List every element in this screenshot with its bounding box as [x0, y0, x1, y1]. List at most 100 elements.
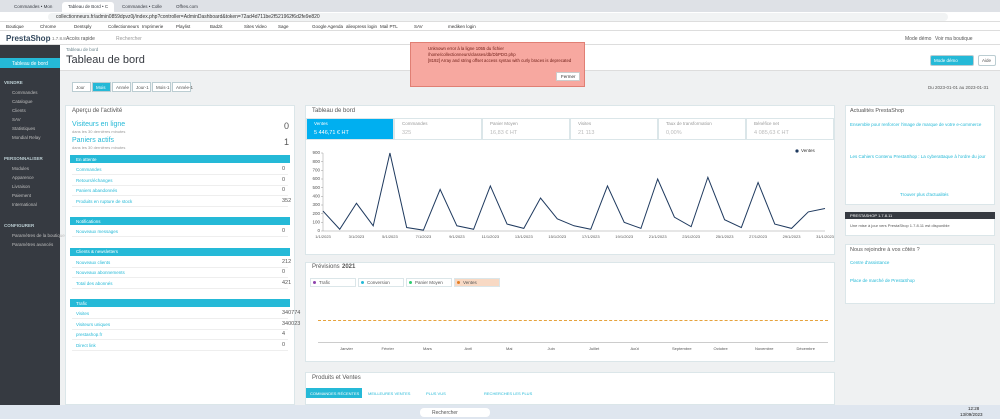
period-button[interactable] [152, 82, 171, 92]
legend-button[interactable] [310, 278, 356, 287]
products-tab[interactable] [364, 388, 420, 398]
bookmark[interactable]: Mail PTL [380, 24, 398, 29]
bookmark[interactable]: SAV [414, 24, 423, 29]
nav-item[interactable]: Statistiques [12, 126, 36, 131]
month-label: Novembre [755, 346, 774, 351]
quick-access[interactable]: Accès rapide [66, 36, 95, 42]
row-line [72, 174, 288, 175]
kpi-tab[interactable] [306, 118, 394, 140]
shop-link[interactable]: Voir ma boutique [935, 36, 973, 42]
bookmark[interactable]: mediken login [448, 24, 476, 29]
x-tick-label: 31/1/2023 [816, 234, 835, 239]
nav-item[interactable]: Tableau de bord [12, 61, 48, 67]
help-item[interactable]: Place de marché de PrestaShop [850, 278, 915, 283]
bookmark[interactable]: aliexpress login [346, 24, 378, 29]
nav-item[interactable]: SAV [12, 117, 21, 122]
legend-button[interactable] [406, 278, 452, 287]
news-more[interactable]: Trouver plus d'actualités [900, 192, 949, 197]
kpi-tab-label: Visites [578, 121, 592, 126]
kpi-tab-label: Ventes [314, 121, 328, 126]
kpi-tab[interactable] [482, 118, 570, 140]
x-tick-label: 13/1/2023 [515, 234, 534, 239]
row-value: 0 [282, 176, 286, 183]
row-line [72, 184, 288, 186]
error-line: /home/collectionneurs/classes/db/DbPDO.p… [428, 52, 516, 57]
browser-tab[interactable] [116, 2, 168, 12]
forecast-line [318, 320, 828, 321]
x-tick-label: 23/1/2023 [682, 234, 701, 239]
date-range[interactable]: Du 2023-01-01 au 2023-01-31 [928, 85, 989, 90]
nav-item[interactable]: Apparence [12, 175, 34, 180]
row-line [72, 266, 288, 268]
nav-item[interactable]: Modules [12, 166, 30, 171]
nav-item[interactable]: Paramètres de la boutique [12, 233, 65, 238]
browser-tab[interactable] [62, 2, 114, 12]
kpi-tab[interactable] [570, 118, 658, 140]
bookmark[interactable]: Sage [278, 24, 289, 29]
news-item[interactable]: Les Cahiers Contenu PrestaShop : La cybe… [850, 154, 986, 159]
bookmark[interactable]: Boutique [6, 24, 24, 29]
products-tab[interactable] [480, 388, 536, 398]
legend-marker [795, 149, 799, 153]
demo-toggle[interactable]: Mode démo [905, 36, 932, 42]
browser-tab[interactable] [8, 2, 60, 12]
nav-item[interactable]: Paiement [12, 193, 32, 198]
row-line [72, 287, 288, 289]
browser-tab[interactable] [170, 2, 222, 12]
taskbar-search[interactable] [420, 408, 490, 417]
kpi-tab[interactable] [658, 118, 746, 140]
news-item[interactable]: Ensemble pour renforcer l'image de marqu… [850, 122, 982, 127]
products-tab[interactable] [306, 388, 362, 398]
nav-item[interactable]: Mondial Relay [12, 135, 41, 140]
bookmark[interactable]: Dentsply [74, 24, 92, 29]
period-button[interactable] [132, 82, 151, 92]
nav-item[interactable]: Catalogue [12, 99, 33, 104]
nav-item[interactable]: International [12, 202, 37, 207]
period-button[interactable] [92, 82, 111, 92]
bookmark[interactable]: Playlist [176, 24, 191, 29]
nav-item[interactable]: Clients [12, 108, 26, 113]
section-title: Notifications [76, 218, 101, 224]
period-button[interactable] [112, 82, 131, 92]
kpi-value: 1 [284, 137, 290, 147]
bookmark[interactable]: Sites Video [244, 24, 267, 29]
legend-label: Ventes [801, 148, 816, 153]
header-button[interactable] [978, 55, 996, 66]
kpi-tab[interactable] [394, 118, 482, 140]
section-bar [70, 299, 290, 307]
row-line [72, 339, 288, 340]
legend-button[interactable] [454, 278, 500, 287]
x-tick-label: 1/1/2023 [315, 234, 331, 239]
header-button[interactable] [930, 55, 974, 66]
y-tick-label: 700 [312, 168, 320, 173]
bookmark[interactable]: Badzit [210, 24, 223, 29]
month-label: Juin [547, 346, 555, 351]
nav-item[interactable]: Commandes [12, 90, 38, 95]
bookmark[interactable]: Google Agenda [312, 24, 344, 29]
bookmark[interactable]: Collectionneurs [108, 24, 140, 29]
month-label: Mai [506, 346, 513, 351]
nav-item[interactable]: Paramètres avancés [12, 242, 54, 247]
search[interactable]: Rechercher [116, 36, 142, 42]
period-button[interactable] [72, 82, 91, 92]
kpi-tab-value: 5 446,71 € HT [314, 130, 349, 136]
row-value: 212 [282, 258, 292, 265]
nav-item[interactable]: Livraison [12, 184, 31, 189]
x-tick-label: 5/1/2023 [382, 234, 398, 239]
section-bar [70, 217, 290, 225]
bookmark[interactable]: Chrome [40, 24, 57, 29]
kpi-tab[interactable] [746, 118, 834, 140]
url-field[interactable] [48, 13, 948, 21]
bookmark[interactable]: Imprimerie [142, 24, 164, 29]
products-tab[interactable] [422, 388, 478, 398]
breadcrumb: Tableau de bord [66, 47, 99, 52]
legend-button[interactable] [358, 278, 404, 287]
nav-section: VENDRE [4, 80, 23, 85]
update-text: Une mise à jour vers PrestaShop 1.7.8.11… [850, 223, 950, 228]
row-value: 340774 [282, 310, 301, 316]
error-button[interactable] [556, 72, 580, 81]
period-button[interactable] [172, 82, 191, 92]
help-item[interactable]: Centre d'assistance [850, 260, 890, 265]
x-tick-label: 25/1/2023 [716, 234, 735, 239]
